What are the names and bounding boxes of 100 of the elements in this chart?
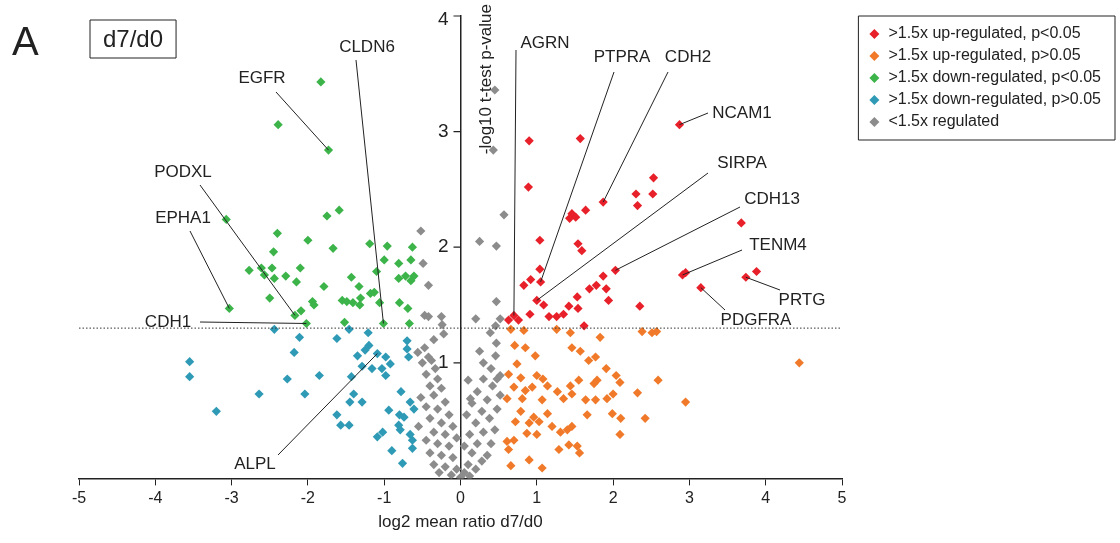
- point: [295, 263, 305, 273]
- point: [336, 420, 346, 430]
- point: [349, 389, 359, 399]
- point: [363, 328, 373, 338]
- point: [269, 273, 279, 284]
- point: [407, 242, 418, 252]
- point: [632, 200, 643, 211]
- point: [573, 303, 583, 314]
- point: [524, 136, 534, 146]
- annotation: CLDN6: [339, 36, 395, 56]
- point: [526, 274, 536, 285]
- point: [332, 410, 342, 420]
- point: [328, 243, 338, 253]
- y-axis-title: -log10 t-test p-value: [476, 4, 496, 155]
- x-tick-label: 2: [608, 489, 618, 507]
- point: [289, 347, 299, 357]
- point: [185, 357, 195, 367]
- point: [377, 363, 387, 374]
- point: [405, 429, 415, 440]
- point: [211, 406, 221, 416]
- point: [334, 205, 344, 215]
- point: [357, 397, 367, 407]
- point: [552, 311, 562, 322]
- x-tick-label: 5: [837, 489, 847, 507]
- point: [409, 271, 419, 281]
- point: [384, 405, 394, 415]
- point: [346, 272, 356, 282]
- point: [751, 266, 762, 277]
- point: [319, 281, 329, 292]
- point: [348, 298, 358, 308]
- point: [381, 370, 391, 381]
- point: [396, 387, 406, 397]
- legend-label: >1.5x up-regulated, p>0.05: [888, 46, 1081, 64]
- point: [572, 292, 582, 302]
- point: [406, 255, 416, 265]
- point: [409, 404, 419, 414]
- point: [367, 363, 377, 374]
- x-axis-title: log2 mean ratio d7/d0: [378, 512, 543, 532]
- point: [648, 189, 658, 199]
- point: [385, 359, 395, 369]
- point: [610, 265, 620, 275]
- annotation: NCAM1: [712, 102, 772, 122]
- point: [635, 301, 645, 311]
- chart-title: d7/d0: [103, 24, 164, 52]
- point: [345, 397, 355, 407]
- x-tick-label: -3: [224, 489, 239, 507]
- x-tick-label: 0: [456, 489, 466, 507]
- annotation: ALPL: [234, 453, 276, 473]
- point: [584, 284, 595, 294]
- y-tick-label: 1: [437, 351, 449, 373]
- point: [402, 344, 412, 354]
- annotation: SIRPA: [717, 152, 768, 172]
- point: [581, 205, 591, 215]
- legend-label: <1.5x regulated: [888, 112, 1000, 130]
- point: [394, 258, 404, 268]
- x-tick-label: -5: [71, 489, 87, 507]
- point: [631, 189, 641, 199]
- point: [316, 77, 326, 87]
- point: [265, 293, 275, 303]
- point: [294, 332, 305, 342]
- point: [372, 432, 382, 442]
- annotation: TENM4: [749, 234, 807, 254]
- point: [399, 412, 409, 422]
- point: [402, 336, 412, 346]
- point: [300, 389, 310, 399]
- point: [185, 372, 195, 382]
- x-tick-label: -4: [148, 489, 163, 507]
- point: [564, 301, 574, 311]
- point: [404, 318, 414, 329]
- point: [303, 235, 313, 245]
- point: [407, 435, 418, 445]
- annotation: PDGFRA: [720, 309, 793, 329]
- point: [339, 317, 350, 327]
- point: [268, 247, 279, 257]
- point: [603, 295, 614, 305]
- point: [397, 458, 408, 468]
- point: [281, 271, 291, 281]
- legend-label: >1.5x down-regulated, p>0.05: [888, 90, 1102, 108]
- point: [577, 246, 587, 256]
- annotation: CDH13: [744, 188, 800, 208]
- point: [381, 352, 391, 362]
- annotation: EGFR: [238, 67, 286, 87]
- point: [352, 351, 363, 361]
- annotation: PRTG: [778, 289, 826, 309]
- text: A: [12, 19, 39, 64]
- point: [296, 306, 306, 316]
- x-tick-label: 1: [532, 489, 542, 507]
- point: [322, 211, 332, 221]
- annotation: PODXL: [154, 161, 212, 181]
- x-tick-label: 3: [684, 489, 694, 507]
- point: [314, 370, 324, 381]
- point: [598, 271, 608, 281]
- point: [378, 427, 388, 437]
- point: [387, 446, 397, 456]
- point: [591, 280, 601, 290]
- annotation: AGRN: [520, 32, 570, 52]
- point: [244, 265, 254, 275]
- annotation: CDH2: [664, 46, 712, 66]
- point: [354, 281, 364, 292]
- point: [364, 340, 374, 351]
